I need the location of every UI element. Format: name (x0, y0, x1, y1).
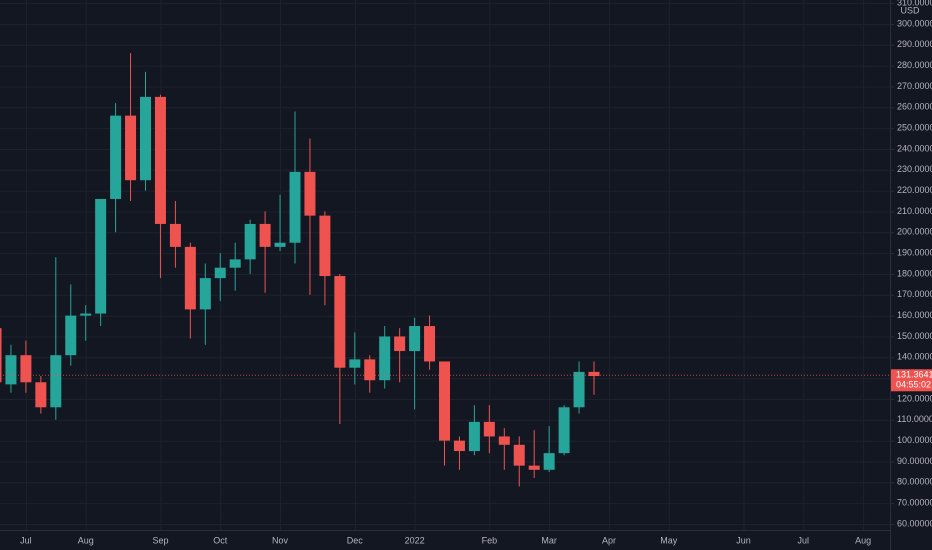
axis: 60.000000 70.000000 80.000000 90.000000 100.… (20, 0, 932, 545)
y-tick-label: 150.000000 (897, 331, 932, 341)
candle-body (334, 276, 346, 368)
candle-body (558, 407, 570, 454)
x-tick-label: Mar (541, 535, 557, 545)
y-tick-label: 250.000000 (897, 123, 932, 133)
candle-body (394, 336, 406, 352)
candle-body (573, 371, 585, 408)
y-tick-label: 310.000000 (897, 0, 932, 8)
y-tick-label: 280.000000 (897, 60, 932, 70)
candle-body (409, 326, 421, 352)
x-tick-label: Nov (272, 535, 289, 545)
candle-body (259, 223, 271, 247)
candle-body (214, 267, 226, 279)
y-tick-label: 80.000000 (897, 477, 932, 487)
candle-body (498, 436, 510, 445)
last-price-box (891, 369, 932, 392)
candle-body (20, 355, 32, 383)
candle-body (274, 242, 286, 247)
plot (0, 53, 890, 487)
candle-body (453, 440, 465, 452)
y-tick-label: 60.000000 (897, 518, 932, 528)
y-tick-label: 90.000000 (897, 456, 932, 466)
y-tick-label: 290.000000 (897, 39, 932, 49)
y-tick-label: 190.000000 (897, 248, 932, 258)
x-tick-label: Apr (602, 535, 616, 545)
x-tick-label: Oct (213, 535, 228, 545)
candle-body (65, 315, 77, 356)
y-tick-label: 120.000000 (897, 393, 932, 403)
candle-body (80, 313, 92, 316)
candle-body (364, 359, 376, 381)
candle-body (424, 326, 436, 362)
y-tick-label: 200.000000 (897, 227, 932, 237)
x-tick-label: May (660, 535, 678, 545)
candle-body (543, 453, 555, 470)
candle-body (439, 361, 450, 441)
candle-body (110, 115, 122, 199)
y-tick-label: 270.000000 (897, 81, 932, 91)
candle-body (468, 421, 480, 452)
candle-body (140, 96, 151, 181)
x-tick-label: Sep (152, 535, 168, 545)
x-tick-label: Jul (20, 535, 32, 545)
candle-body (588, 371, 600, 377)
y-tick-label: 220.000000 (897, 185, 932, 195)
candle-body (0, 328, 2, 383)
x-tick-label: 2022 (405, 535, 425, 545)
last-price-label: 131.364147 (896, 370, 932, 380)
candle-body (95, 198, 107, 314)
y-tick-label: 160.000000 (897, 310, 932, 320)
candle-body (349, 359, 361, 368)
candle-body (483, 421, 495, 437)
x-tick-label: Jul (798, 535, 810, 545)
countdown-label: 04:55:02 (896, 380, 931, 390)
candle-body (5, 355, 17, 385)
candle-body (304, 171, 316, 216)
y-tick-label: 180.000000 (897, 268, 932, 278)
candle-body (169, 223, 181, 247)
y-tick-label: 70.000000 (897, 498, 932, 508)
candle-body (184, 246, 196, 310)
x-tick-label: Jun (736, 535, 751, 545)
y-tick-label: 230.000000 (897, 164, 932, 174)
candle-body (35, 382, 47, 408)
x-tick-label: Dec (347, 535, 364, 545)
y-tick-label: 110.000000 (897, 414, 932, 424)
x-tick-label: Feb (482, 535, 498, 545)
candle-body (528, 465, 540, 470)
candle-body (199, 278, 211, 310)
candle-body (513, 444, 525, 466)
candle-body (379, 336, 391, 381)
candle-body (244, 223, 256, 260)
y-tick-label: 170.000000 (897, 289, 932, 299)
candle-body (50, 355, 62, 408)
candle-body (289, 171, 301, 243)
candle-body (229, 259, 241, 268)
y-tick-label: 100.000000 (897, 435, 932, 445)
candle-body (125, 115, 137, 181)
currency-label: USD (900, 5, 920, 15)
x-tick-label: Aug (78, 535, 94, 545)
grid (0, 0, 890, 530)
x-tick-label: Aug (855, 535, 871, 545)
y-tick-label: 210.000000 (897, 206, 932, 216)
y-tick-label: 240.000000 (897, 143, 932, 153)
candle-body (319, 215, 331, 277)
y-tick-label: 140.000000 (897, 352, 932, 362)
y-tick-label: 300.000000 (897, 18, 932, 28)
candle-body (154, 96, 166, 224)
y-tick-label: 260.000000 (897, 102, 932, 112)
